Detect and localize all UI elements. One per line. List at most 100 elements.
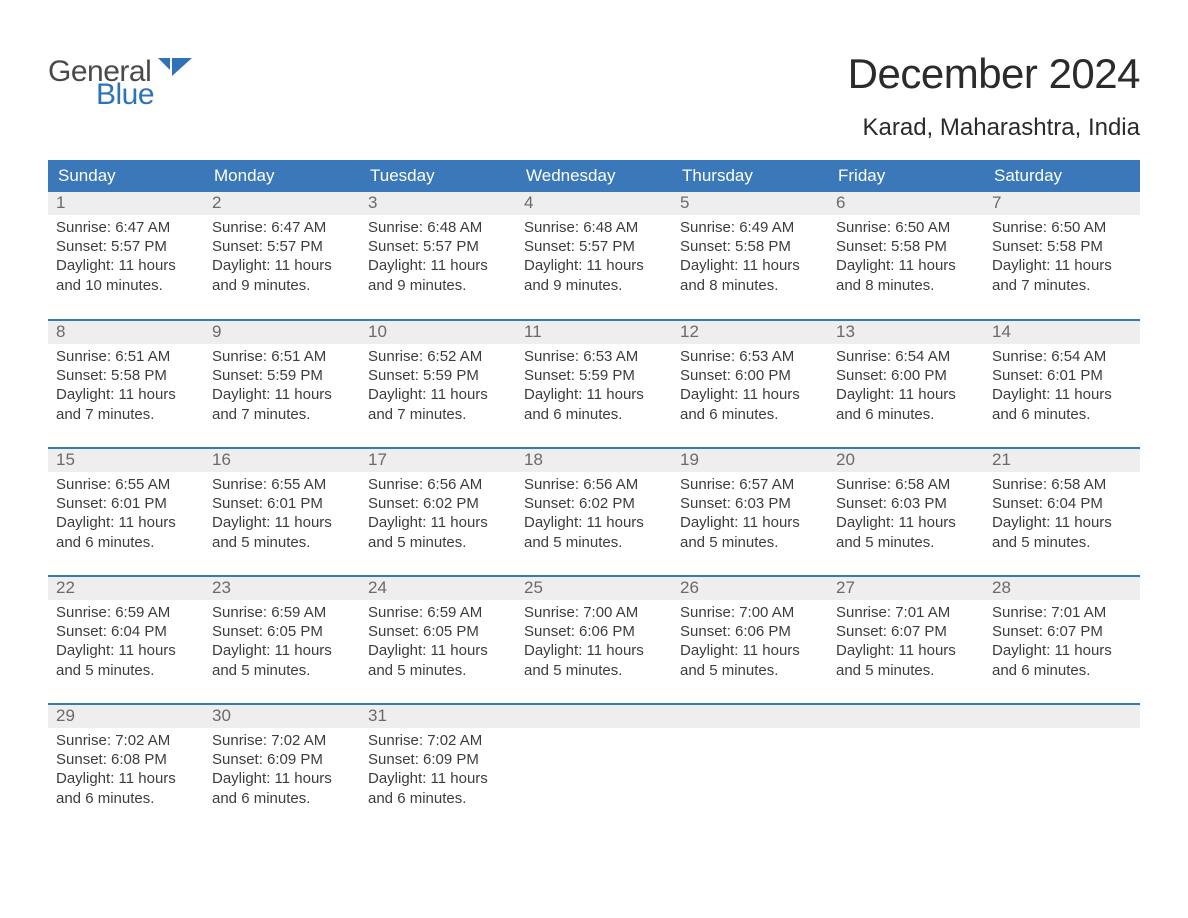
day-number: 1	[48, 192, 204, 215]
sunrise-line: Sunrise: 6:48 AM	[368, 218, 508, 237]
day-details: Sunrise: 6:52 AMSunset: 5:59 PMDaylight:…	[360, 344, 516, 430]
daylight-line-1: Daylight: 11 hours	[992, 641, 1132, 660]
sunrise-line: Sunrise: 6:52 AM	[368, 347, 508, 366]
daylight-line-2: and 6 minutes.	[56, 789, 196, 808]
daylight-line-2: and 9 minutes.	[212, 276, 352, 295]
day-number: 21	[984, 449, 1140, 472]
day-details: Sunrise: 6:47 AMSunset: 5:57 PMDaylight:…	[204, 215, 360, 301]
calendar-cell: 27Sunrise: 7:01 AMSunset: 6:07 PMDayligh…	[828, 576, 984, 704]
day-details: Sunrise: 6:49 AMSunset: 5:58 PMDaylight:…	[672, 215, 828, 301]
day-header: Tuesday	[360, 160, 516, 192]
daylight-line-1: Daylight: 11 hours	[836, 256, 976, 275]
calendar-cell: 16Sunrise: 6:55 AMSunset: 6:01 PMDayligh…	[204, 448, 360, 576]
daylight-line-1: Daylight: 11 hours	[368, 385, 508, 404]
sunrise-line: Sunrise: 6:55 AM	[56, 475, 196, 494]
sunset-line: Sunset: 6:03 PM	[680, 494, 820, 513]
sunrise-line: Sunrise: 6:54 AM	[836, 347, 976, 366]
sunrise-line: Sunrise: 6:59 AM	[368, 603, 508, 622]
calendar-cell: 4Sunrise: 6:48 AMSunset: 5:57 PMDaylight…	[516, 192, 672, 320]
day-details: Sunrise: 7:02 AMSunset: 6:09 PMDaylight:…	[360, 728, 516, 814]
calendar-week-row: 29Sunrise: 7:02 AMSunset: 6:08 PMDayligh…	[48, 704, 1140, 832]
sunset-line: Sunset: 6:05 PM	[368, 622, 508, 641]
sunset-line: Sunset: 5:58 PM	[992, 237, 1132, 256]
day-details: Sunrise: 6:54 AMSunset: 6:01 PMDaylight:…	[984, 344, 1140, 430]
calendar-cell: 7Sunrise: 6:50 AMSunset: 5:58 PMDaylight…	[984, 192, 1140, 320]
day-number: 27	[828, 577, 984, 600]
daylight-line-1: Daylight: 11 hours	[368, 641, 508, 660]
day-details: Sunrise: 6:51 AMSunset: 5:59 PMDaylight:…	[204, 344, 360, 430]
daylight-line-1: Daylight: 11 hours	[836, 385, 976, 404]
day-number: 4	[516, 192, 672, 215]
day-details: Sunrise: 6:59 AMSunset: 6:05 PMDaylight:…	[360, 600, 516, 686]
day-header: Saturday	[984, 160, 1140, 192]
daylight-line-2: and 7 minutes.	[212, 405, 352, 424]
calendar-cell: 19Sunrise: 6:57 AMSunset: 6:03 PMDayligh…	[672, 448, 828, 576]
daylight-line-1: Daylight: 11 hours	[524, 256, 664, 275]
sunset-line: Sunset: 6:00 PM	[680, 366, 820, 385]
daylight-line-2: and 6 minutes.	[368, 789, 508, 808]
calendar-cell: 24Sunrise: 6:59 AMSunset: 6:05 PMDayligh…	[360, 576, 516, 704]
day-number: 28	[984, 577, 1140, 600]
sunrise-line: Sunrise: 6:48 AM	[524, 218, 664, 237]
daylight-line-2: and 7 minutes.	[56, 405, 196, 424]
sunrise-line: Sunrise: 6:51 AM	[212, 347, 352, 366]
day-number: 18	[516, 449, 672, 472]
day-number-empty	[828, 705, 984, 728]
daylight-line-2: and 5 minutes.	[368, 533, 508, 552]
sunset-line: Sunset: 5:58 PM	[56, 366, 196, 385]
day-number: 7	[984, 192, 1140, 215]
daylight-line-2: and 5 minutes.	[524, 533, 664, 552]
sunset-line: Sunset: 5:59 PM	[524, 366, 664, 385]
daylight-line-2: and 8 minutes.	[680, 276, 820, 295]
day-number: 17	[360, 449, 516, 472]
day-header: Sunday	[48, 160, 204, 192]
calendar-cell: 9Sunrise: 6:51 AMSunset: 5:59 PMDaylight…	[204, 320, 360, 448]
day-number: 13	[828, 321, 984, 344]
sunrise-line: Sunrise: 7:01 AM	[992, 603, 1132, 622]
day-number: 10	[360, 321, 516, 344]
daylight-line-2: and 7 minutes.	[992, 276, 1132, 295]
daylight-line-2: and 9 minutes.	[524, 276, 664, 295]
daylight-line-1: Daylight: 11 hours	[680, 641, 820, 660]
day-number: 23	[204, 577, 360, 600]
sunset-line: Sunset: 6:07 PM	[992, 622, 1132, 641]
daylight-line-2: and 5 minutes.	[992, 533, 1132, 552]
calendar-cell: 13Sunrise: 6:54 AMSunset: 6:00 PMDayligh…	[828, 320, 984, 448]
sunrise-line: Sunrise: 6:51 AM	[56, 347, 196, 366]
day-details: Sunrise: 6:58 AMSunset: 6:04 PMDaylight:…	[984, 472, 1140, 558]
sunset-line: Sunset: 5:59 PM	[212, 366, 352, 385]
calendar-cell: 17Sunrise: 6:56 AMSunset: 6:02 PMDayligh…	[360, 448, 516, 576]
calendar-cell: 5Sunrise: 6:49 AMSunset: 5:58 PMDaylight…	[672, 192, 828, 320]
daylight-line-2: and 5 minutes.	[836, 661, 976, 680]
sunset-line: Sunset: 6:02 PM	[524, 494, 664, 513]
day-number-empty	[672, 705, 828, 728]
day-number: 16	[204, 449, 360, 472]
daylight-line-1: Daylight: 11 hours	[524, 385, 664, 404]
sunset-line: Sunset: 6:04 PM	[56, 622, 196, 641]
day-details: Sunrise: 6:56 AMSunset: 6:02 PMDaylight:…	[516, 472, 672, 558]
daylight-line-1: Daylight: 11 hours	[524, 513, 664, 532]
daylight-line-2: and 6 minutes.	[680, 405, 820, 424]
daylight-line-2: and 5 minutes.	[524, 661, 664, 680]
calendar-cell: 10Sunrise: 6:52 AMSunset: 5:59 PMDayligh…	[360, 320, 516, 448]
daylight-line-2: and 6 minutes.	[992, 661, 1132, 680]
daylight-line-1: Daylight: 11 hours	[212, 769, 352, 788]
day-number: 31	[360, 705, 516, 728]
calendar-cell: 25Sunrise: 7:00 AMSunset: 6:06 PMDayligh…	[516, 576, 672, 704]
sunrise-line: Sunrise: 7:00 AM	[524, 603, 664, 622]
daylight-line-2: and 5 minutes.	[368, 661, 508, 680]
daylight-line-2: and 10 minutes.	[56, 276, 196, 295]
day-header: Thursday	[672, 160, 828, 192]
calendar-cell: 21Sunrise: 6:58 AMSunset: 6:04 PMDayligh…	[984, 448, 1140, 576]
header-bar: General Blue December 2024 Karad, Mahara…	[48, 50, 1140, 142]
day-number: 9	[204, 321, 360, 344]
day-details: Sunrise: 6:50 AMSunset: 5:58 PMDaylight:…	[984, 215, 1140, 301]
daylight-line-1: Daylight: 11 hours	[992, 513, 1132, 532]
day-number: 26	[672, 577, 828, 600]
calendar-cell: 31Sunrise: 7:02 AMSunset: 6:09 PMDayligh…	[360, 704, 516, 832]
daylight-line-1: Daylight: 11 hours	[212, 641, 352, 660]
daylight-line-1: Daylight: 11 hours	[368, 256, 508, 275]
day-number: 29	[48, 705, 204, 728]
day-number: 3	[360, 192, 516, 215]
daylight-line-1: Daylight: 11 hours	[368, 769, 508, 788]
